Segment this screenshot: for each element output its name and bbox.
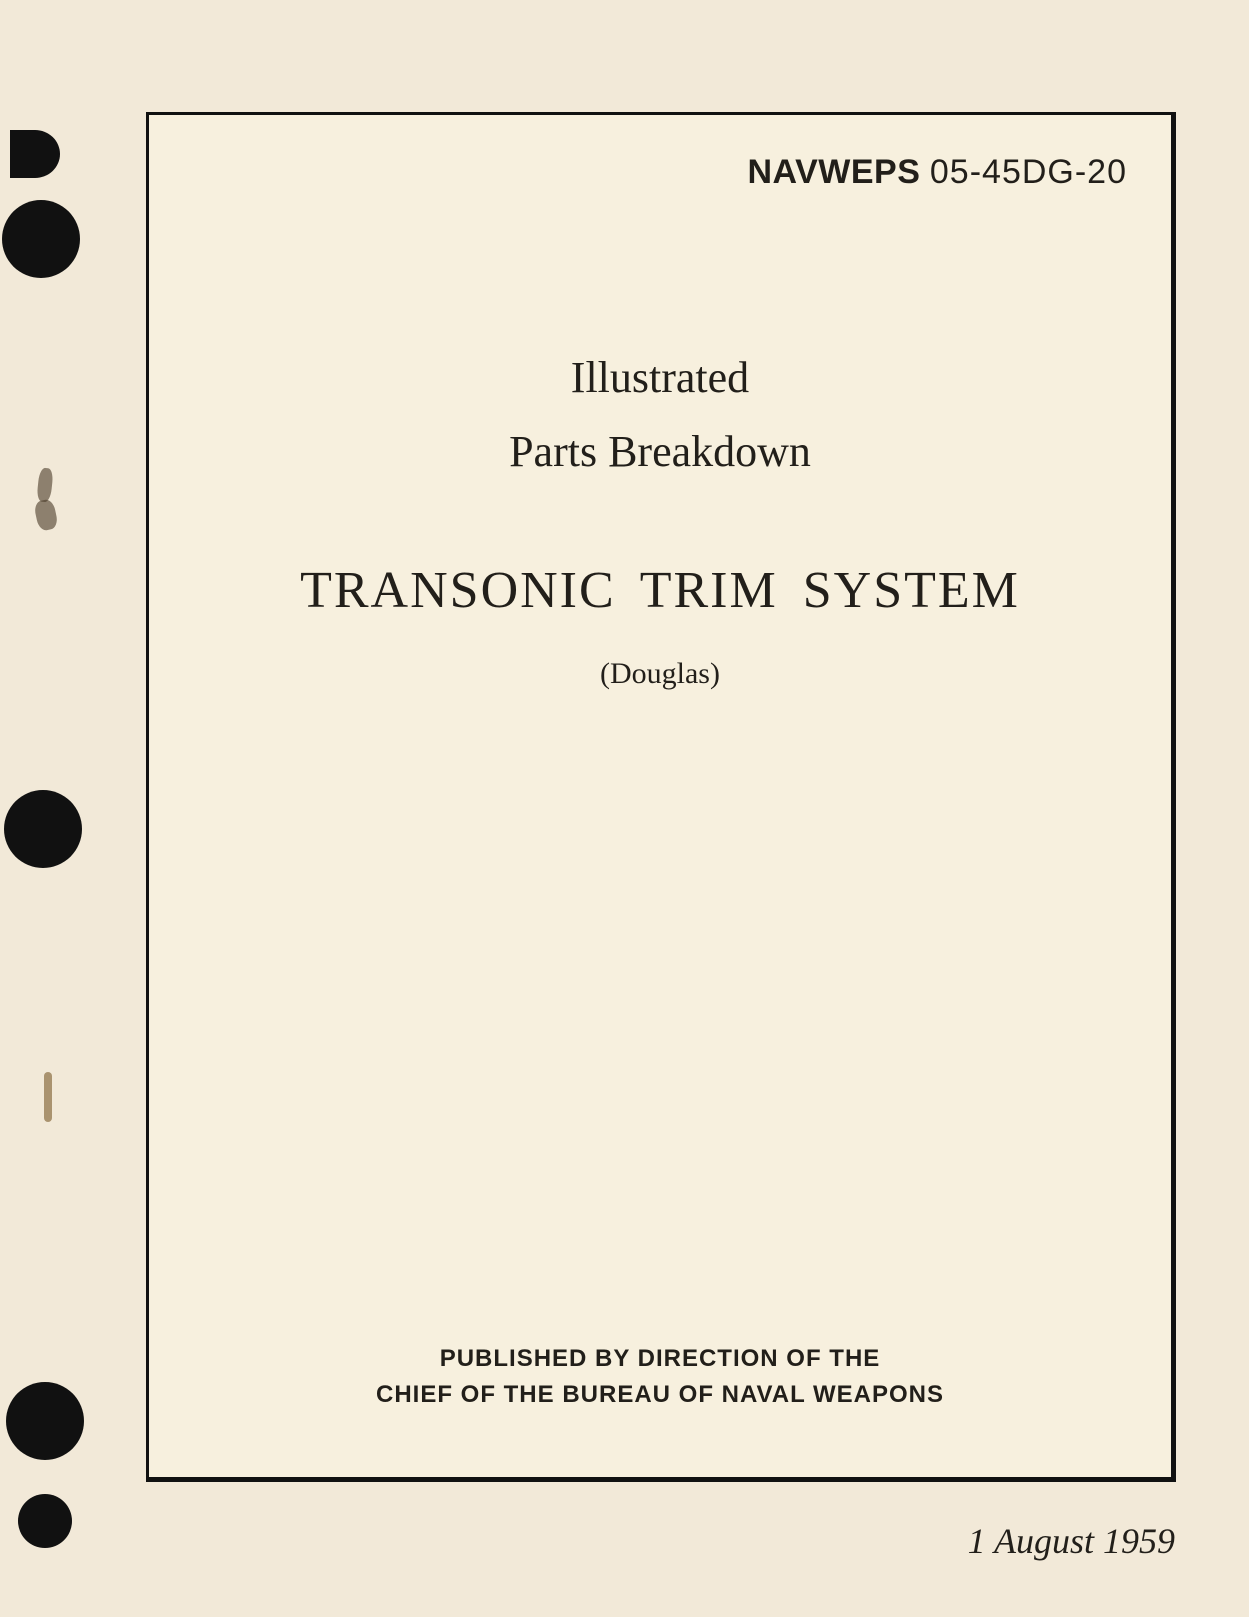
- manufacturer-label: (Douglas): [149, 657, 1171, 691]
- punch-hole-icon: [10, 130, 60, 178]
- document-title: TRANSONIC TRIM SYSTEM: [149, 561, 1171, 620]
- publisher-block: PUBLISHED BY DIRECTION OF THE CHIEF OF T…: [149, 1341, 1171, 1413]
- scuff-mark-icon: [44, 1072, 52, 1122]
- publisher-line-2: CHIEF OF THE BUREAU OF NAVAL WEAPONS: [149, 1377, 1171, 1413]
- subtitle-block: Illustrated Parts Breakdown: [149, 115, 1171, 485]
- punch-hole-icon: [2, 200, 80, 278]
- scuff-mark-icon: [33, 498, 59, 532]
- punch-hole-icon: [4, 790, 82, 868]
- punch-hole-icon: [18, 1494, 72, 1548]
- document-date: 1 August 1959: [968, 1520, 1175, 1562]
- subtitle-line-2: Parts Breakdown: [149, 419, 1171, 485]
- document-page: NAVWEPS 05-45DG-20 Illustrated Parts Bre…: [0, 0, 1249, 1617]
- content-frame: NAVWEPS 05-45DG-20 Illustrated Parts Bre…: [146, 112, 1176, 1482]
- publisher-line-1: PUBLISHED BY DIRECTION OF THE: [149, 1341, 1171, 1377]
- scuff-mark-icon: [36, 467, 53, 502]
- subtitle-line-1: Illustrated: [149, 345, 1171, 411]
- punch-hole-icon: [6, 1382, 84, 1460]
